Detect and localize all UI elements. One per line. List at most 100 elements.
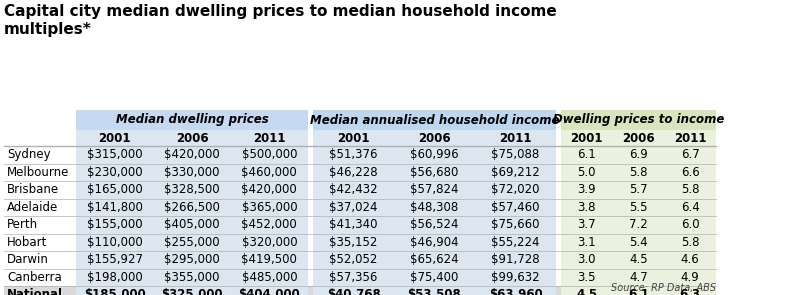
Text: $57,824: $57,824 — [410, 183, 459, 196]
Text: Median annualised household income: Median annualised household income — [310, 114, 560, 127]
Text: $75,088: $75,088 — [491, 148, 540, 161]
Text: 2011: 2011 — [253, 132, 285, 145]
Text: $40,768: $40,768 — [327, 288, 380, 295]
Text: Brisbane: Brisbane — [7, 183, 59, 196]
Text: Median dwelling prices: Median dwelling prices — [116, 114, 268, 127]
Text: 3.8: 3.8 — [578, 201, 596, 214]
Text: $315,000: $315,000 — [87, 148, 142, 161]
Text: $72,020: $72,020 — [491, 183, 540, 196]
Text: 6.1: 6.1 — [578, 148, 597, 161]
Text: $460,000: $460,000 — [241, 166, 297, 179]
Text: $91,728: $91,728 — [491, 253, 540, 266]
Bar — [561, 110, 716, 130]
Text: Darwin: Darwin — [7, 253, 49, 266]
Text: 6.4: 6.4 — [681, 201, 700, 214]
Bar — [76, 199, 308, 216]
Text: 4.5: 4.5 — [629, 253, 648, 266]
Bar — [561, 130, 716, 146]
Text: $110,000: $110,000 — [86, 236, 142, 249]
Bar — [4, 234, 716, 251]
Text: $57,356: $57,356 — [329, 271, 378, 284]
Text: 2011: 2011 — [499, 132, 532, 145]
Text: Perth: Perth — [7, 218, 39, 231]
Text: 2001: 2001 — [98, 132, 131, 145]
Bar — [76, 216, 308, 234]
Text: 5.7: 5.7 — [629, 183, 648, 196]
Text: $365,000: $365,000 — [241, 201, 297, 214]
Text: 3.5: 3.5 — [578, 271, 596, 284]
Text: $420,000: $420,000 — [241, 183, 297, 196]
Bar — [313, 181, 556, 199]
Text: $37,024: $37,024 — [329, 201, 378, 214]
Text: $404,000: $404,000 — [238, 288, 300, 295]
Bar — [4, 251, 716, 268]
Bar — [561, 146, 716, 163]
Text: 6.3: 6.3 — [680, 288, 700, 295]
Text: $75,660: $75,660 — [491, 218, 540, 231]
Text: $155,927: $155,927 — [86, 253, 143, 266]
Bar — [4, 181, 716, 199]
Bar — [4, 216, 716, 234]
Text: $255,000: $255,000 — [164, 236, 220, 249]
Bar — [561, 216, 716, 234]
Text: 2006: 2006 — [176, 132, 208, 145]
Text: $165,000: $165,000 — [86, 183, 142, 196]
Text: $42,432: $42,432 — [329, 183, 378, 196]
Bar — [313, 234, 556, 251]
Text: 6.6: 6.6 — [681, 166, 700, 179]
Text: 2001: 2001 — [571, 132, 603, 145]
Text: $52,052: $52,052 — [329, 253, 378, 266]
Text: $51,376: $51,376 — [329, 148, 378, 161]
Bar — [76, 130, 308, 146]
Text: $328,500: $328,500 — [164, 183, 220, 196]
Text: $46,228: $46,228 — [329, 166, 378, 179]
Bar — [4, 146, 76, 163]
Text: $198,000: $198,000 — [86, 271, 142, 284]
Text: $41,340: $41,340 — [329, 218, 378, 231]
Bar — [4, 163, 716, 181]
Text: Melbourne: Melbourne — [7, 166, 69, 179]
Text: $53,508: $53,508 — [408, 288, 461, 295]
Bar — [313, 110, 556, 130]
Text: 3.7: 3.7 — [578, 218, 596, 231]
Text: $99,632: $99,632 — [491, 271, 540, 284]
Bar — [561, 251, 716, 268]
Bar — [313, 251, 556, 268]
Text: 4.6: 4.6 — [681, 253, 700, 266]
Text: $185,000: $185,000 — [84, 288, 145, 295]
Text: $75,400: $75,400 — [410, 271, 459, 284]
Text: $63,960: $63,960 — [489, 288, 542, 295]
Text: 5.8: 5.8 — [681, 183, 700, 196]
Bar — [313, 286, 556, 295]
Bar — [76, 146, 308, 163]
Bar — [4, 199, 716, 216]
Text: $155,000: $155,000 — [87, 218, 142, 231]
Bar — [4, 146, 716, 163]
Text: $500,000: $500,000 — [241, 148, 297, 161]
Text: $55,224: $55,224 — [491, 236, 540, 249]
Text: 2001: 2001 — [337, 132, 369, 145]
Text: 3.9: 3.9 — [578, 183, 596, 196]
Text: 5.4: 5.4 — [629, 236, 648, 249]
Bar — [561, 163, 716, 181]
Bar — [4, 234, 76, 251]
Text: $405,000: $405,000 — [164, 218, 220, 231]
Text: 2006: 2006 — [418, 132, 451, 145]
Text: 5.5: 5.5 — [630, 201, 648, 214]
Text: 5.8: 5.8 — [630, 166, 648, 179]
Text: 5.8: 5.8 — [681, 236, 700, 249]
Text: 4.5: 4.5 — [576, 288, 597, 295]
Text: multiples*: multiples* — [4, 22, 92, 37]
Text: $57,460: $57,460 — [491, 201, 540, 214]
Bar — [561, 181, 716, 199]
Text: National: National — [7, 288, 63, 295]
Text: 6.7: 6.7 — [681, 148, 700, 161]
Bar — [76, 234, 308, 251]
Bar — [561, 268, 716, 286]
Text: $46,904: $46,904 — [410, 236, 459, 249]
Bar — [4, 199, 76, 216]
Text: 7.2: 7.2 — [629, 218, 648, 231]
Bar — [76, 163, 308, 181]
Text: $420,000: $420,000 — [164, 148, 220, 161]
Text: 3.1: 3.1 — [578, 236, 596, 249]
